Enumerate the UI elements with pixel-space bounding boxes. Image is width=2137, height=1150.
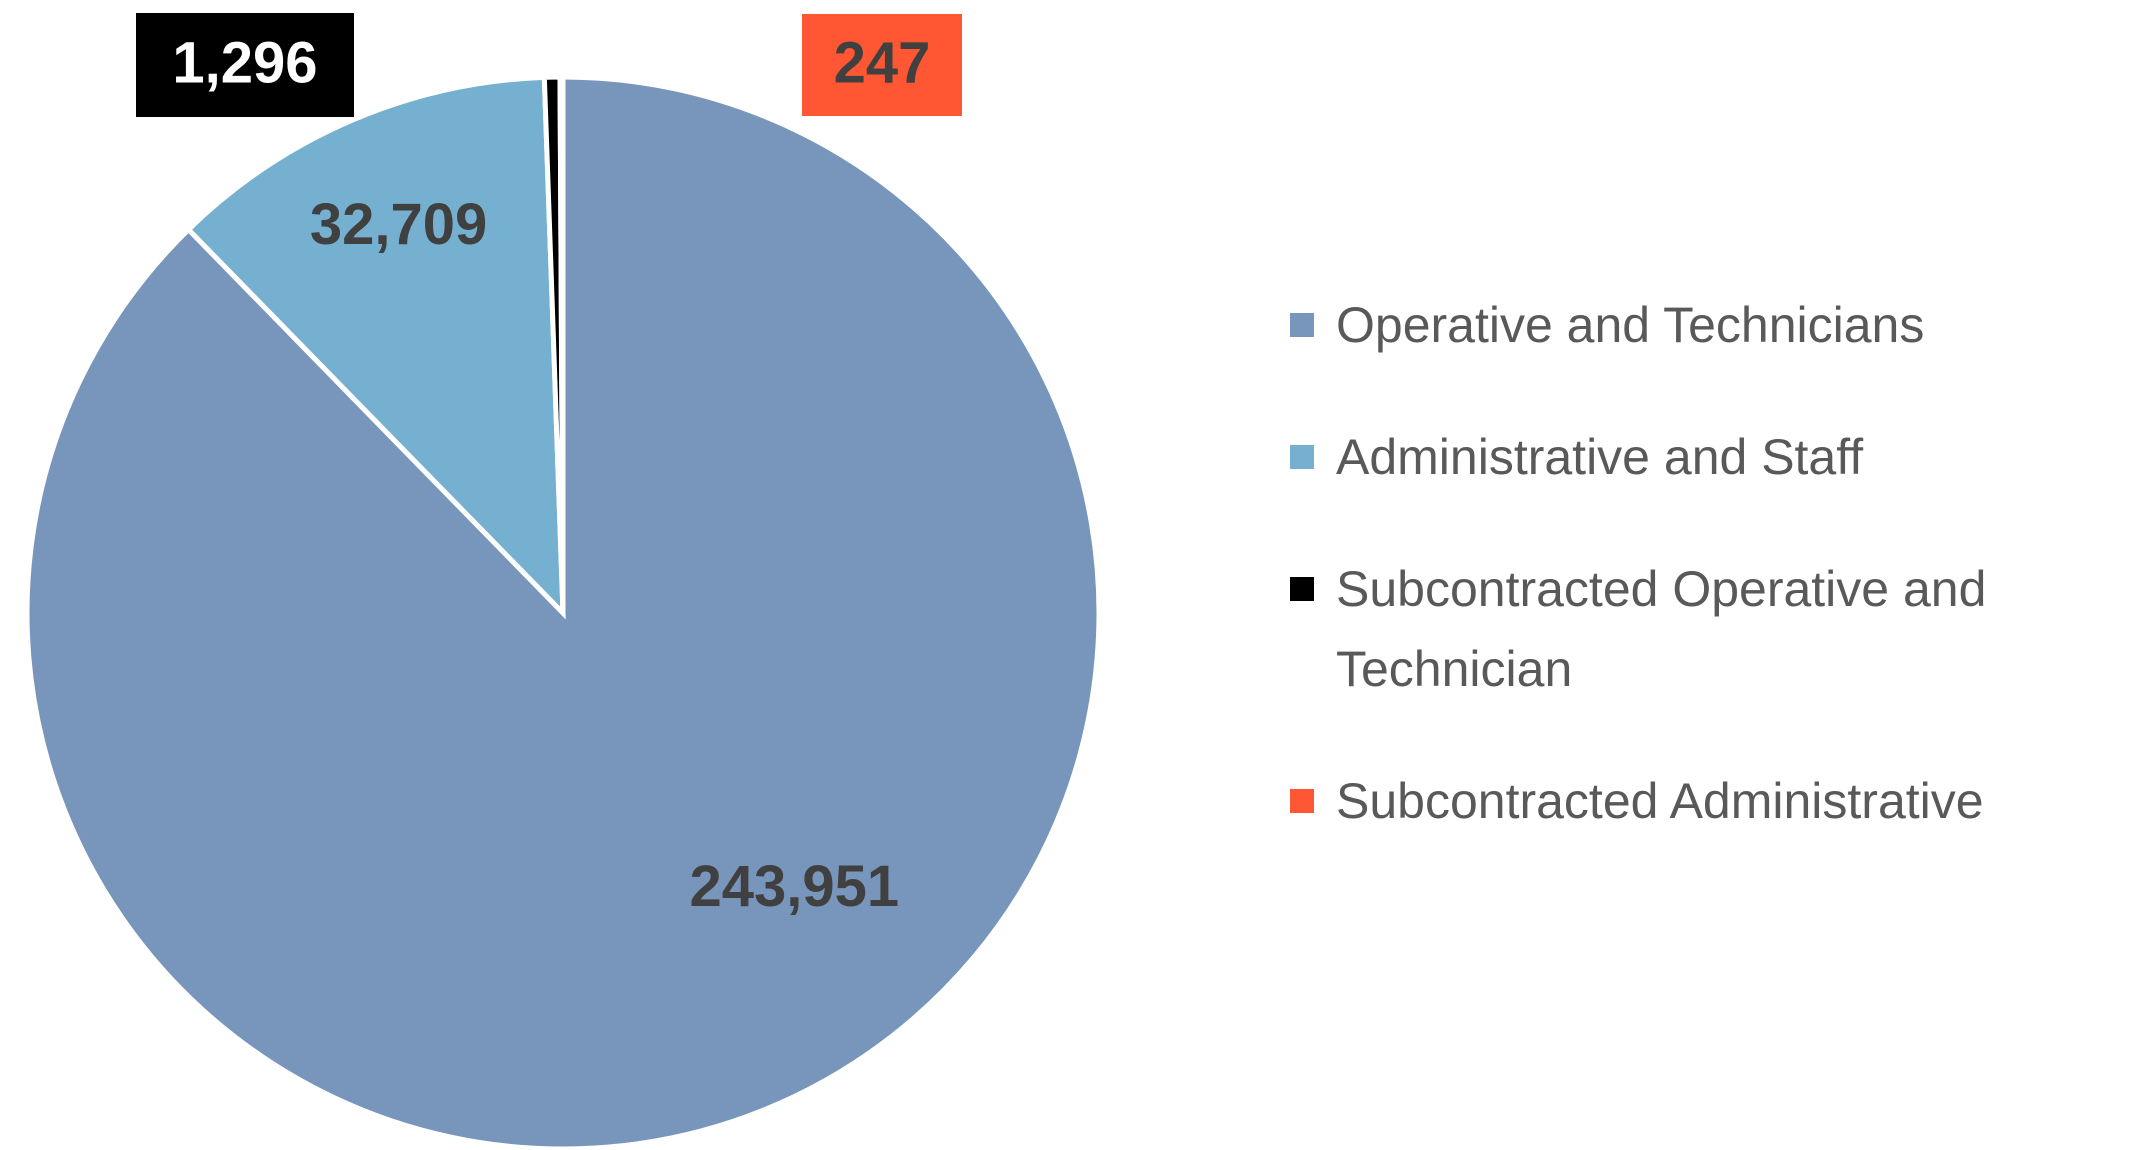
legend-item: Subcontracted Operative and Technician [1290,549,2130,709]
data-label: 243,951 [689,854,899,919]
label-box [802,14,962,116]
legend-label: Subcontracted Administrative [1336,773,1984,829]
label-box [136,13,354,117]
legend-swatch [1290,789,1314,813]
legend-item: Administrative and Staff [1290,417,2130,497]
legend-swatch [1290,313,1314,337]
legend-label: Subcontracted Operative and Technician [1336,561,1987,697]
legend-item: Operative and Technicians [1290,285,2130,365]
data-label: 247 [834,30,931,95]
pie-slice [184,74,566,620]
data-label: 32,709 [310,192,487,257]
pie-slice [557,74,566,614]
legend-swatch [1290,577,1314,601]
legend-swatch [1290,445,1314,469]
legend-item: Subcontracted Administrative [1290,761,2130,841]
legend-label: Administrative and Staff [1336,429,1864,485]
legend: Operative and Technicians Administrative … [1290,285,2130,841]
legend-label: Operative and Technicians [1336,297,1925,353]
data-label: 1,296 [172,30,317,95]
